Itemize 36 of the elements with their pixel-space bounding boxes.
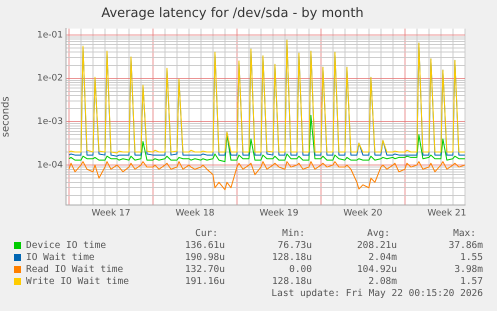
text: 104.92u [356, 264, 397, 275]
text: 1.57 [460, 276, 483, 287]
text: Cur: [195, 228, 218, 239]
text: Last update: Fri May 22 00:15:20 2026 [271, 288, 483, 299]
legend-label: Device IO time [26, 240, 106, 251]
text: 208.21u [356, 240, 397, 251]
legend-label: Read IO Wait time [26, 264, 124, 275]
text: 191.16u [184, 276, 225, 287]
text: 2.08m [368, 276, 397, 287]
x-tick-label: Week 20 [343, 208, 383, 219]
text: 3.98m [454, 264, 483, 275]
text: 37.86m [448, 240, 483, 251]
text: 132.70u [184, 264, 225, 275]
y-tick-label: 1e-04 [37, 160, 64, 170]
legend-label: Write IO Wait time [26, 276, 129, 287]
text: 76.73u [278, 240, 312, 251]
x-tick-label: Week 17 [91, 208, 130, 219]
x-tick-label: Week 21 [427, 208, 466, 219]
x-tick-label: Week 18 [175, 208, 215, 219]
y-tick-label: 1e-02 [37, 74, 63, 84]
text: 2.04m [368, 252, 397, 263]
x-tick-label: Week 19 [259, 208, 299, 219]
y-tick-label: 1e-01 [37, 30, 63, 40]
text: Avg: [367, 228, 390, 239]
text: 128.18u [272, 276, 312, 287]
text: 136.61u [184, 240, 225, 251]
text: 190.98u [184, 252, 225, 263]
text: Min: [282, 228, 305, 239]
chart-title: Average latency for /dev/sda - by month [101, 6, 364, 22]
legend-label: IO Wait time [26, 252, 95, 263]
text: 1.55 [460, 252, 483, 263]
y-axis-title: seconds [0, 96, 12, 138]
text: 128.18u [272, 252, 312, 263]
text: 0.00 [289, 264, 312, 275]
text: Max: [453, 228, 476, 239]
y-tick-label: 1e-03 [37, 117, 63, 128]
